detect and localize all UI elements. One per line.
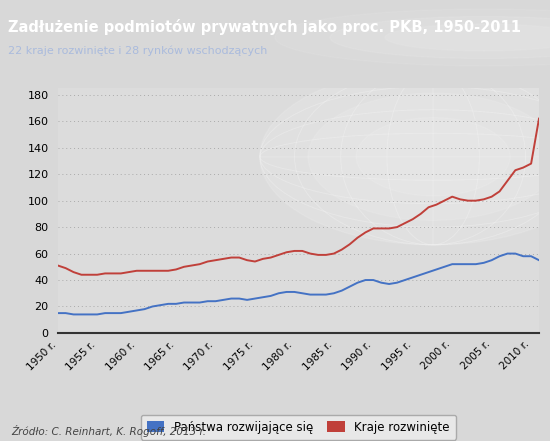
Circle shape bbox=[385, 24, 550, 51]
Circle shape bbox=[275, 9, 550, 66]
Text: Zadłużenie podmiotów prywatnych jako proc. PKB, 1950-2011: Zadłużenie podmiotów prywatnych jako pro… bbox=[8, 19, 521, 35]
Circle shape bbox=[260, 69, 550, 245]
Text: 22 kraje rozwinięte i 28 rynków wschodzących: 22 kraje rozwinięte i 28 rynków wschodzą… bbox=[8, 46, 268, 56]
Circle shape bbox=[356, 118, 510, 196]
Legend: Państwa rozwijające się, Kraje rozwinięte: Państwa rozwijające się, Kraje rozwinięt… bbox=[141, 415, 456, 440]
Circle shape bbox=[330, 16, 550, 59]
Text: Źródło: C. Reinhart, K. Rogoff, 2013 r.: Źródło: C. Reinhart, K. Rogoff, 2013 r. bbox=[11, 425, 206, 437]
Circle shape bbox=[308, 93, 550, 220]
